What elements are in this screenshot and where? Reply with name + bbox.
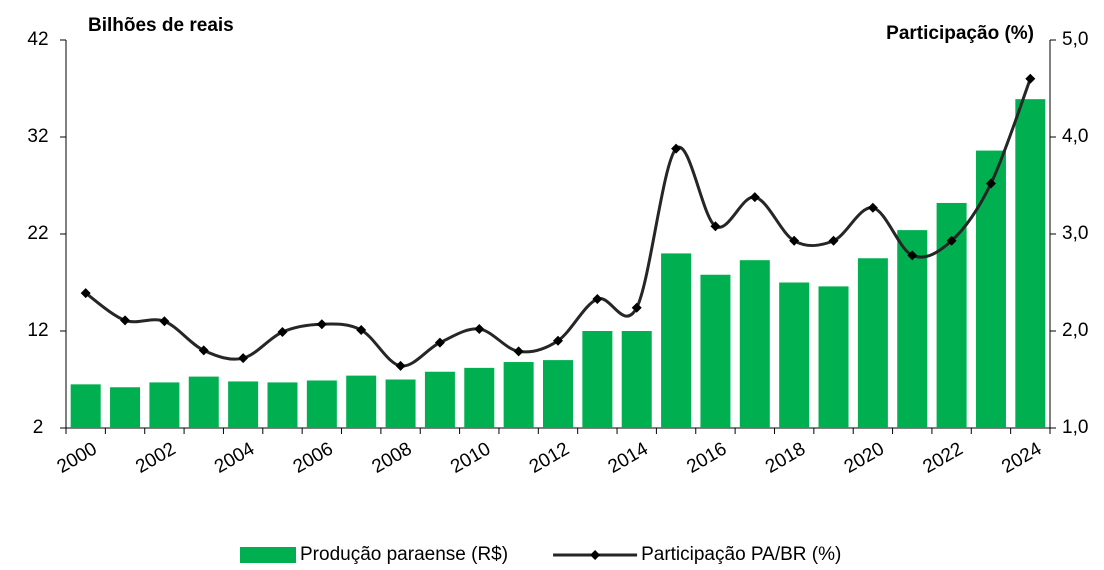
legend-label: Produção paraense (R$) bbox=[300, 544, 508, 565]
marker bbox=[553, 335, 563, 346]
bar bbox=[897, 230, 928, 428]
bar bbox=[543, 360, 573, 428]
bar bbox=[464, 367, 495, 428]
bar bbox=[385, 379, 416, 428]
legend-label: Participação PA/BR (%) bbox=[641, 544, 841, 565]
bar bbox=[621, 331, 652, 428]
y2-tick-label: 1,0 bbox=[1062, 417, 1088, 438]
marker bbox=[238, 353, 249, 364]
x-tick-label: 2022 bbox=[919, 438, 966, 477]
marker bbox=[474, 324, 485, 335]
y-axis-title: Bilhões de reais bbox=[88, 15, 234, 36]
y2-tick-label: 2,0 bbox=[1062, 320, 1088, 341]
x-tick-label: 2002 bbox=[132, 438, 179, 477]
marker bbox=[395, 360, 406, 371]
marker bbox=[1025, 73, 1036, 84]
x-tick-label: 2006 bbox=[290, 438, 337, 477]
y2-axis-title: Participação (%) bbox=[886, 23, 1034, 44]
legend-marker bbox=[590, 550, 601, 560]
bar bbox=[188, 376, 219, 428]
bar bbox=[661, 253, 692, 428]
y2-tick-label: 5,0 bbox=[1062, 29, 1088, 50]
bar bbox=[306, 380, 337, 428]
marker bbox=[356, 325, 367, 336]
y-tick-label: 22 bbox=[27, 223, 48, 244]
marker bbox=[159, 316, 170, 327]
y-tick-label: 32 bbox=[27, 126, 48, 147]
marker bbox=[513, 346, 524, 357]
marker bbox=[710, 221, 721, 232]
legend-swatch bbox=[240, 547, 296, 563]
y-tick-label: 12 bbox=[27, 320, 48, 341]
marker bbox=[907, 250, 918, 261]
marker bbox=[277, 326, 288, 337]
marker bbox=[592, 293, 603, 304]
bar bbox=[582, 331, 613, 428]
marker bbox=[789, 235, 800, 246]
y2-tick-label: 3,0 bbox=[1062, 223, 1088, 244]
marker bbox=[946, 235, 957, 246]
y-tick-label: 2 bbox=[33, 417, 44, 438]
marker bbox=[671, 143, 682, 154]
bar bbox=[975, 150, 1006, 428]
bar bbox=[700, 274, 731, 428]
bar bbox=[149, 382, 180, 428]
x-tick-label: 2016 bbox=[683, 438, 730, 477]
y-tick-label: 42 bbox=[27, 29, 48, 50]
x-tick-label: 2020 bbox=[841, 438, 888, 477]
marker bbox=[749, 192, 760, 203]
bar bbox=[779, 282, 810, 428]
bar bbox=[424, 371, 455, 428]
marker bbox=[316, 319, 327, 330]
y2-tick-label: 4,0 bbox=[1062, 126, 1088, 147]
bar bbox=[110, 387, 141, 428]
marker bbox=[985, 178, 996, 189]
bar bbox=[228, 381, 259, 428]
bar bbox=[267, 382, 298, 428]
marker bbox=[198, 345, 209, 356]
bar bbox=[857, 258, 888, 428]
x-tick-label: 2010 bbox=[447, 438, 494, 477]
x-tick-label: 2014 bbox=[605, 438, 652, 478]
bar bbox=[1015, 99, 1046, 429]
line bbox=[84, 78, 1032, 368]
bar bbox=[739, 260, 770, 428]
bar bbox=[503, 362, 534, 428]
marker bbox=[434, 337, 445, 348]
marker bbox=[120, 315, 131, 326]
marker bbox=[80, 288, 91, 299]
marker bbox=[867, 202, 878, 213]
x-tick-label: 2012 bbox=[526, 438, 573, 477]
x-tick-label: 2024 bbox=[998, 438, 1045, 478]
marker bbox=[828, 235, 839, 246]
x-tick-label: 2018 bbox=[762, 438, 809, 477]
marker bbox=[631, 302, 642, 313]
bar bbox=[346, 375, 377, 428]
bar bbox=[818, 286, 849, 428]
x-tick-label: 2008 bbox=[368, 438, 415, 477]
x-tick-label: 2004 bbox=[211, 438, 258, 478]
x-tick-label: 2000 bbox=[54, 438, 101, 477]
bar bbox=[70, 384, 101, 428]
